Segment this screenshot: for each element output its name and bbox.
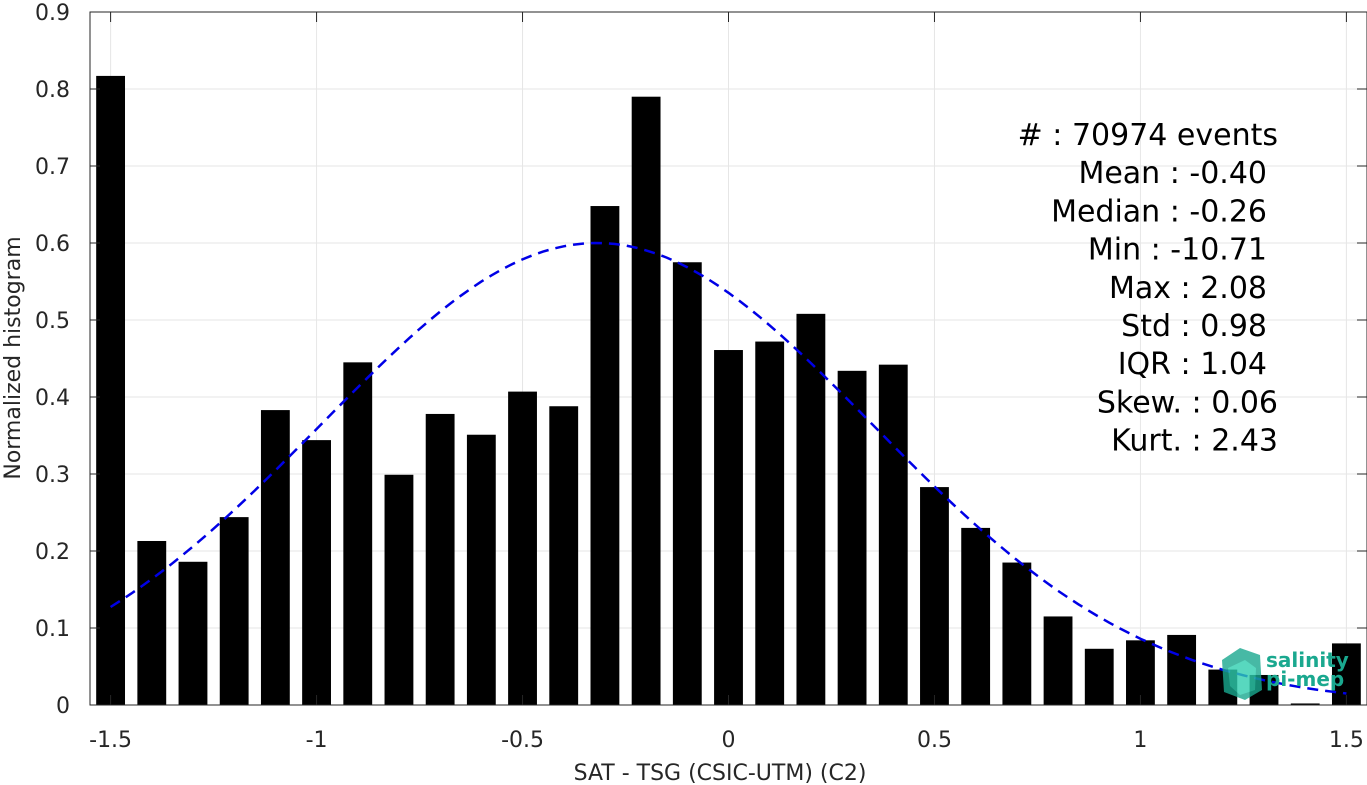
x-tick-label: 0: [722, 728, 736, 753]
y-tick-label: 0: [56, 694, 70, 719]
histogram-bar: [219, 517, 249, 705]
salinity-pimep-logo: salinity pi-mep: [1222, 648, 1349, 700]
y-tick-labels: 0 0.1 0.2 0.3 0.4 0.5 0.6 0.7 0.8 0.9: [35, 1, 70, 719]
stats-label: #: [1018, 118, 1053, 153]
histogram-bar: [796, 313, 826, 705]
histogram-bar: [631, 96, 661, 705]
stats-line: Skew. : 0.06: [1097, 385, 1278, 420]
histogram-bar: [1043, 616, 1073, 705]
histogram-bar: [1126, 640, 1155, 705]
stats-value: : 2.08: [1181, 271, 1267, 306]
histogram-bar: [549, 406, 579, 705]
stats-label: Mean: [1078, 156, 1169, 191]
axis-ticks: [90, 11, 1367, 706]
histogram-bar: [425, 413, 455, 705]
stats-value: : -0.26: [1170, 194, 1267, 229]
histogram-bar: [343, 362, 373, 705]
stats-value: : -10.71: [1151, 233, 1267, 268]
stats-value: : 0.98: [1181, 309, 1267, 344]
stats-line: Kurt. : 2.43: [1111, 424, 1278, 459]
histogram-bar: [1167, 634, 1197, 705]
bars: [96, 75, 1361, 706]
x-tick-label: -1.5: [89, 728, 132, 753]
histogram-bar: [384, 474, 414, 705]
x-tick-label: 0.5: [917, 728, 952, 753]
stats-value: : 1.04: [1181, 347, 1267, 382]
y-tick-label: 0.8: [35, 78, 70, 103]
histogram-bar: [1084, 648, 1114, 705]
histogram-bar: [1331, 643, 1361, 705]
histogram-bar: [466, 434, 496, 705]
stats-label: Std: [1121, 309, 1180, 344]
y-tick-label: 0.3: [35, 463, 70, 488]
histogram-bar: [920, 487, 949, 705]
histogram-bar: [1290, 703, 1320, 705]
x-tick-label: 1.5: [1329, 728, 1364, 753]
histogram-bar: [137, 540, 167, 705]
stats-line: Min : -10.71: [1088, 233, 1267, 268]
histogram-bar: [1002, 562, 1032, 705]
histogram-bar: [714, 350, 743, 705]
y-tick-label: 0.4: [35, 386, 70, 411]
gaussian-fit-curve: [109, 241, 1347, 695]
y-tick-label: 0.7: [35, 155, 70, 180]
y-tick-label: 0.1: [35, 617, 70, 642]
histogram-bar: [302, 440, 331, 705]
x-tick-labels: -1.5 -1 -0.5 0 0.5 1 1.5: [89, 728, 1364, 753]
x-tick-label: 1: [1133, 728, 1147, 753]
y-axis-label: Normalized histogram: [1, 236, 26, 479]
histogram-bar: [878, 364, 908, 705]
x-tick-label: -0.5: [501, 728, 544, 753]
stats-line: Median : -0.26: [1051, 194, 1267, 229]
stats-value: : 70974 events: [1052, 118, 1278, 153]
x-axis-label: SAT - TSG (CSIC-UTM) (C2): [574, 761, 867, 785]
histogram-bar: [590, 206, 620, 706]
stats-label: Max: [1109, 271, 1181, 306]
histogram-bar: [755, 341, 785, 705]
y-tick-label: 0.5: [35, 309, 70, 334]
stats-line: IQR : 1.04: [1118, 347, 1267, 382]
histogram-bar: [508, 391, 537, 705]
stats-label: Median: [1051, 194, 1170, 229]
stats-label: Kurt.: [1111, 424, 1191, 459]
stats-label: Min: [1088, 233, 1151, 268]
y-tick-label: 0.9: [35, 1, 70, 26]
stats-label: Skew.: [1097, 385, 1192, 420]
stats-line: # : 70974 events: [1018, 118, 1278, 153]
stats-line: Std : 0.98: [1121, 309, 1267, 344]
histogram-bar: [672, 262, 702, 705]
histogram-bar: [96, 75, 126, 705]
logo-emblem-icon: [1222, 648, 1262, 700]
stats-line: Max : 2.08: [1109, 271, 1267, 306]
histogram-bar: [837, 370, 867, 705]
histogram-bar: [178, 561, 208, 705]
stats-line: Mean : -0.40: [1078, 156, 1267, 191]
logo-line2: pi-mep: [1266, 667, 1344, 691]
stats-value: : 0.06: [1192, 385, 1278, 420]
histogram-bar: [260, 410, 290, 705]
stats-value: : -0.40: [1170, 156, 1267, 191]
stats-label: IQR: [1118, 347, 1181, 382]
y-tick-label: 0.6: [35, 232, 70, 257]
x-tick-label: -1: [306, 728, 328, 753]
logo-line1: salinity: [1266, 648, 1349, 672]
histogram-bar: [961, 527, 991, 705]
y-tick-label: 0.2: [35, 540, 70, 565]
stats-value: : 2.43: [1192, 424, 1278, 459]
